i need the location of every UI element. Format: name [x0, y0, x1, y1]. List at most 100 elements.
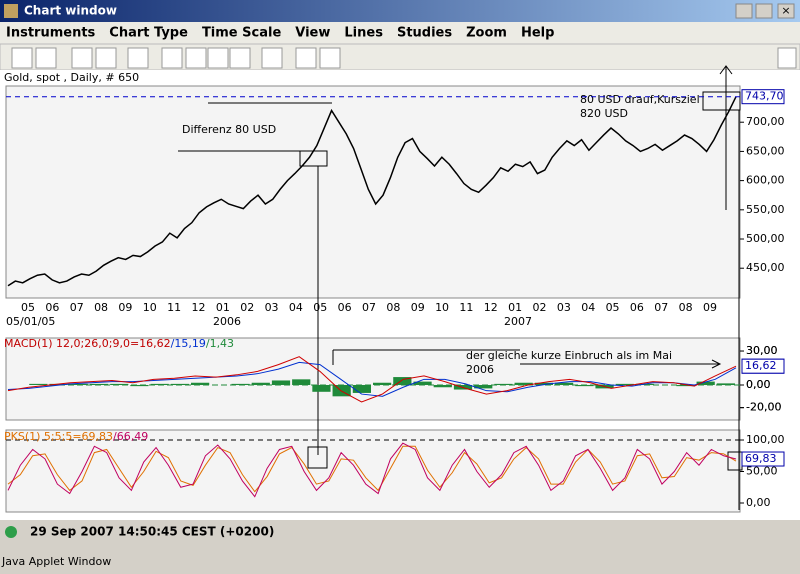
y-tick-label: 550,00 [746, 203, 785, 216]
histogram-bar [514, 382, 533, 386]
y-tick-label: -20,00 [746, 401, 781, 414]
series-line [7, 96, 737, 287]
stoch-label: /66,49 [113, 430, 148, 443]
x-tick-label: 03 [557, 301, 571, 314]
x-tick-label: 08 [94, 301, 108, 314]
y-tick-label: 50,00 [746, 465, 778, 478]
footer: Java Applet Window [1, 555, 111, 568]
title-bar [0, 0, 800, 22]
x-tick-label: 01 [216, 301, 230, 314]
menu-item[interactable]: Zoom [466, 26, 507, 41]
status-text: 29 Sep 2007 14:50:45 CEST (+0200) [30, 525, 274, 539]
histogram-bar [150, 383, 169, 386]
y-tick-label: 700,00 [746, 115, 785, 128]
y-tick-label: 30,00 [746, 344, 778, 357]
stoch-label: PKS(1) 5;5;5=69,83 [4, 430, 113, 443]
x-tick-label: 12 [192, 301, 206, 314]
x-tick-label: 08 [386, 301, 400, 314]
x-tick-label: 06 [45, 301, 59, 314]
menu-item[interactable]: Lines [344, 26, 383, 41]
histogram-bar [170, 383, 189, 386]
macd-label: /1,43 [206, 337, 234, 350]
histogram-bar [271, 380, 291, 386]
x-tick-label: 07 [70, 301, 84, 314]
x-tick-label: 11 [459, 301, 473, 314]
chart-header: Gold, spot , Daily, # 650 [4, 71, 139, 84]
x-tick-label: 04 [581, 301, 595, 314]
last-value-label: 16,62 [745, 359, 777, 372]
x-tick-label: 05 [606, 301, 620, 314]
histogram-bar [130, 385, 149, 387]
menu-item[interactable]: Help [521, 26, 554, 41]
y-tick-label: 0,00 [746, 378, 771, 391]
last-value-box [741, 89, 785, 105]
x-tick-label: 11 [167, 301, 181, 314]
y-tick-label: 600,00 [746, 174, 785, 187]
stoch-panel [5, 429, 741, 513]
histogram-bar [292, 379, 311, 386]
y-tick-label: 450,00 [746, 261, 785, 274]
histogram-bar [615, 383, 634, 386]
histogram-bar [231, 383, 250, 386]
window-title: Chart window [24, 4, 117, 18]
histogram-bar [191, 382, 210, 386]
histogram-bar [373, 382, 392, 386]
macd-panel [5, 337, 741, 421]
toolbar [0, 43, 800, 71]
last-value-label: 743,70 [745, 90, 784, 103]
y-tick-label: 500,00 [746, 232, 785, 245]
x-tick-label: 04 [289, 301, 303, 314]
menu-item[interactable]: Studies [397, 26, 452, 41]
x-tick-label: 02 [240, 301, 254, 314]
toolbar-buttons[interactable] [11, 47, 797, 69]
annotation: 820 USD [580, 107, 628, 120]
histogram-bar [352, 385, 371, 393]
histogram-bar [89, 383, 109, 386]
x-tick-label: 07 [362, 301, 376, 314]
menu-item[interactable]: Instruments [6, 26, 96, 41]
histogram-bar [433, 385, 452, 388]
menu-item[interactable]: View [295, 26, 330, 41]
x-tick-label: 07 [654, 301, 668, 314]
status-bar [0, 520, 800, 546]
histogram-bar [716, 383, 735, 386]
price-panel [5, 85, 741, 299]
y-tick-label: 30,00 [746, 344, 778, 357]
y-tick-label: 0,00 [746, 496, 771, 509]
histogram-bar [534, 382, 553, 386]
x-tick-label: 06 [630, 301, 644, 314]
drawn-lines [178, 65, 743, 510]
menu-bar [0, 22, 800, 44]
menu-item[interactable]: Time Scale [202, 26, 282, 41]
histogram-bar [413, 381, 432, 386]
histogram-bar [676, 385, 695, 387]
annotation: der gleiche kurze Einbruch als im Mai [466, 349, 672, 362]
series-line [7, 356, 737, 403]
series-line [7, 442, 737, 498]
app-icon [4, 4, 18, 18]
x-tick-label: 08 [679, 301, 693, 314]
window-buttons[interactable]: × [735, 3, 795, 19]
status-light [5, 526, 17, 538]
series-line [7, 445, 737, 493]
last-value-box [741, 358, 785, 374]
last-value-box [741, 451, 785, 467]
y-tick-label: 100,00 [746, 433, 785, 446]
histogram-bar [555, 382, 574, 386]
menu-item[interactable]: Chart Type [109, 26, 188, 41]
x-tick-label: 02 [533, 301, 547, 314]
histogram-bar [69, 383, 88, 386]
histogram-bar [312, 385, 331, 392]
x-tick-label: 10 [435, 301, 449, 314]
x-year-label: 2006 [213, 315, 241, 328]
x-tick-label: 06 [338, 301, 352, 314]
x-tick-label: 09 [703, 301, 717, 314]
x-tick-label: 09 [118, 301, 132, 314]
x-tick-label: 05 [21, 301, 35, 314]
x-tick-label: 03 [265, 301, 279, 314]
y-tick-label: 650,00 [746, 144, 785, 157]
histogram-bar [110, 383, 129, 386]
histogram-bar [494, 383, 513, 386]
